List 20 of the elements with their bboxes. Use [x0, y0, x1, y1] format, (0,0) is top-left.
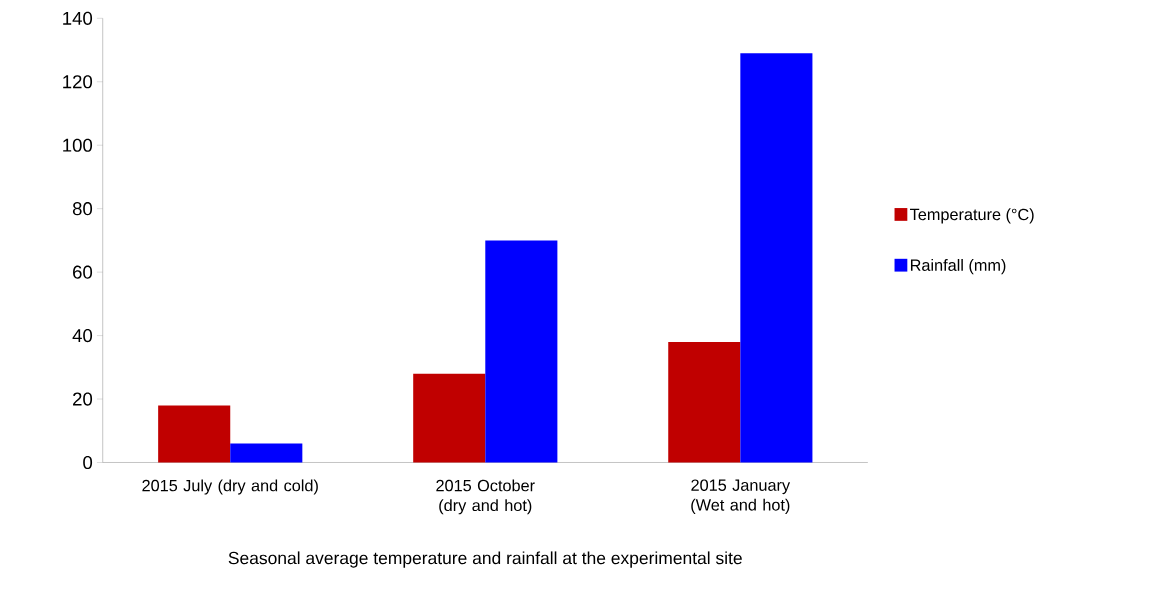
bar — [158, 405, 231, 463]
y-tick-label: 60 — [73, 265, 93, 279]
bar — [740, 53, 813, 463]
legend-label: Temperature (°C) — [910, 208, 1034, 224]
bar — [485, 240, 558, 463]
y-tick-label: 120 — [63, 74, 93, 89]
y-tick-label: 140 — [63, 11, 93, 25]
bar — [230, 443, 303, 463]
x-tick-label: 2015 July (dry and cold) — [142, 479, 318, 495]
y-tick-label: 80 — [72, 201, 93, 216]
y-tick-label: 40 — [72, 328, 93, 342]
bar — [668, 341, 741, 463]
bar — [413, 373, 486, 463]
x-axis-title: Seasonal average temperature and rainfall at the experimental site — [228, 551, 742, 568]
y-tick-label: 100 — [63, 138, 93, 152]
legend-label: Rainfall (mm) — [910, 258, 1006, 274]
x-tick-label: 2015 October (dry and hot) — [436, 479, 535, 515]
y-tick-label: 0 — [83, 455, 93, 469]
y-tick-label: 20 — [73, 392, 93, 406]
x-tick-label: 2015 January (Wet and hot) — [691, 479, 791, 514]
